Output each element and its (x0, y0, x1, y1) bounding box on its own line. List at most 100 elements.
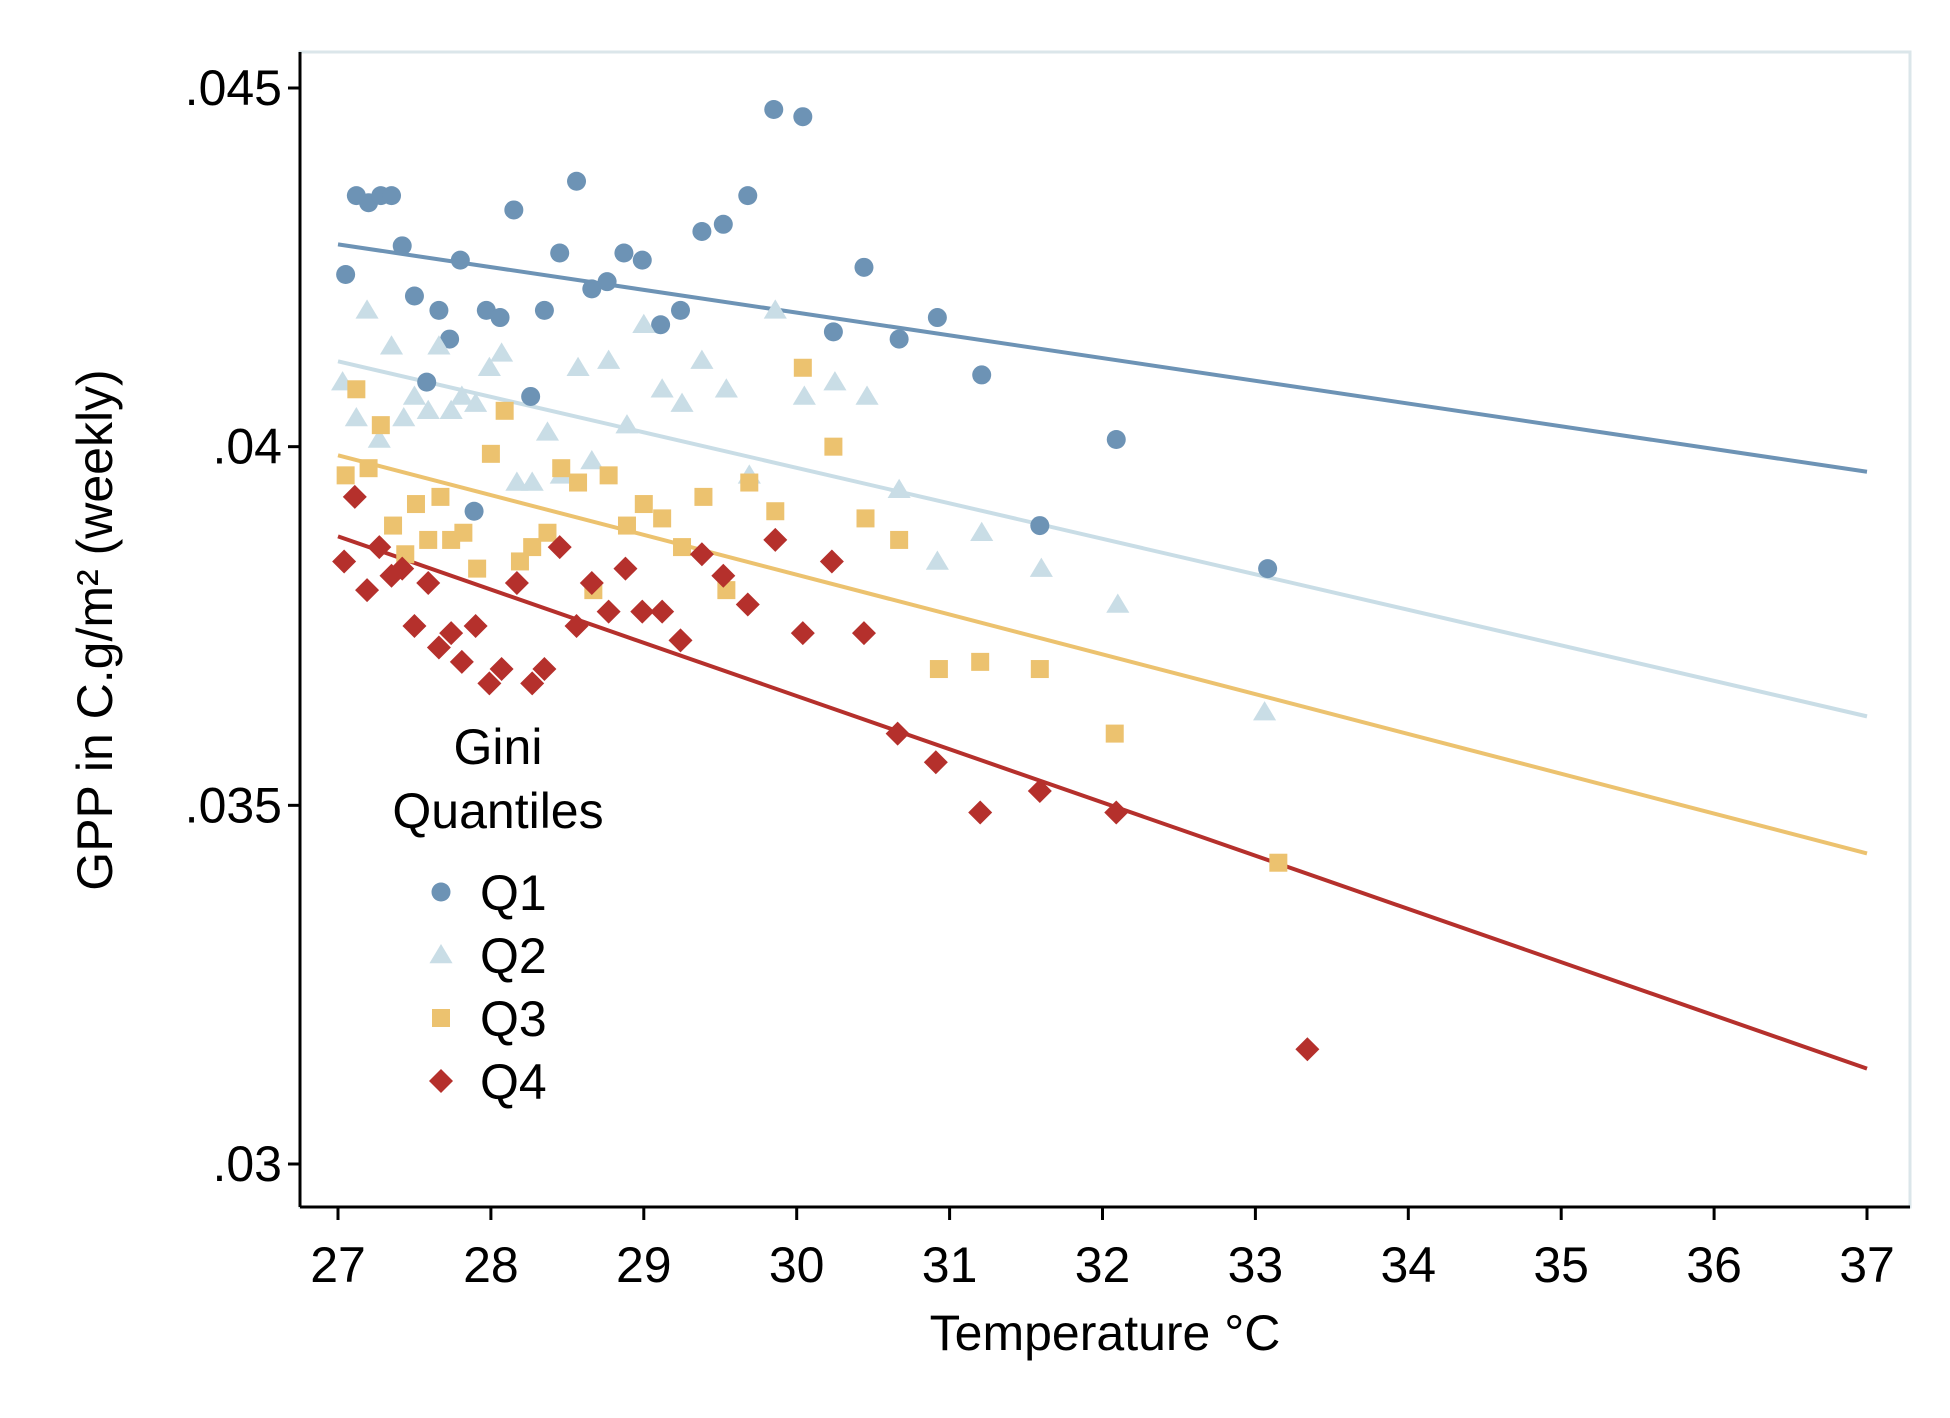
point-q2 (855, 385, 879, 405)
point-q1 (670, 300, 690, 320)
legend-label-q3: Q3 (480, 991, 547, 1047)
point-q2 (597, 349, 621, 369)
point-q1 (597, 272, 617, 292)
point-q4 (504, 570, 529, 595)
point-q3 (793, 358, 812, 377)
point-q4 (439, 621, 464, 646)
point-q4 (735, 592, 760, 617)
point-q2 (792, 385, 816, 405)
point-q3 (523, 538, 542, 557)
point-q2 (690, 349, 714, 369)
point-q2 (392, 406, 416, 427)
fit-line-q1 (337, 242, 1868, 474)
point-q1 (417, 372, 437, 392)
point-q1 (550, 243, 570, 263)
point-q4 (332, 549, 357, 574)
point-q2 (763, 299, 787, 319)
point-q4 (613, 556, 638, 581)
point-q2 (632, 313, 656, 333)
legend-marker-q3 (432, 1009, 450, 1027)
x-tick-label: 28 (463, 1237, 519, 1293)
point-q3 (653, 509, 672, 528)
point-q4 (1295, 1037, 1320, 1062)
x-tick-label: 29 (616, 1237, 672, 1293)
point-q3 (740, 473, 759, 492)
point-q2 (1106, 593, 1130, 613)
point-q4 (520, 671, 545, 696)
point-q4 (547, 535, 572, 560)
point-q2 (535, 421, 560, 441)
point-q2 (505, 471, 529, 491)
legend-entries: Q1 Q2 Q3 Q4 (429, 865, 547, 1110)
point-q2 (823, 371, 847, 391)
point-q3 (569, 473, 588, 492)
point-q3 (766, 502, 785, 521)
fit-line-q3 (337, 453, 1868, 856)
y-axis-ticks: .03 .035 .04 .045 (185, 60, 300, 1192)
point-q3 (384, 516, 403, 535)
point-q1 (614, 243, 634, 263)
point-q4 (851, 621, 876, 646)
point-q4 (1104, 800, 1129, 825)
point-q3 (1030, 660, 1049, 679)
point-q3 (1105, 724, 1124, 743)
x-tick-label: 34 (1380, 1237, 1436, 1293)
point-q4 (711, 563, 736, 588)
point-q4 (630, 599, 655, 624)
point-q2 (970, 521, 994, 541)
point-q2 (450, 385, 474, 405)
point-q1 (692, 221, 712, 241)
point-q2 (650, 378, 674, 398)
point-q1 (450, 250, 470, 270)
point-q4 (402, 614, 427, 638)
x-tick-label: 32 (1075, 1237, 1131, 1293)
point-q2 (520, 471, 544, 491)
point-q1 (1258, 559, 1278, 579)
point-q4 (355, 578, 380, 603)
point-q3 (481, 444, 500, 463)
point-q2 (355, 299, 379, 319)
point-q4 (596, 599, 621, 624)
point-q4 (416, 570, 441, 595)
point-q3 (634, 495, 653, 514)
point-q4 (689, 542, 714, 567)
point-q2 (670, 392, 694, 412)
point-q4 (819, 549, 844, 574)
point-q2 (464, 392, 488, 412)
point-q4 (650, 599, 675, 624)
x-tick-label: 31 (922, 1237, 978, 1293)
point-q1 (764, 100, 784, 120)
y-tick-label: .03 (212, 1136, 282, 1192)
point-q1 (382, 186, 402, 206)
point-q3 (431, 487, 450, 506)
point-q1 (823, 322, 843, 342)
point-q1 (927, 308, 947, 328)
data-points (331, 100, 1320, 1062)
x-tick-label: 33 (1228, 1237, 1284, 1293)
point-q2 (379, 335, 404, 355)
y-tick-label: .04 (212, 419, 282, 475)
point-q2 (344, 406, 368, 427)
point-q1 (521, 386, 541, 406)
point-q1 (713, 214, 733, 234)
point-q2 (580, 450, 604, 470)
x-tick-label: 27 (310, 1237, 366, 1293)
point-q1 (1030, 516, 1050, 536)
point-q1 (854, 257, 874, 277)
point-q3 (617, 516, 636, 535)
point-q3 (336, 466, 355, 485)
point-q2 (427, 335, 451, 355)
point-q2 (1029, 557, 1053, 577)
point-q4 (463, 614, 488, 638)
point-q3 (495, 401, 514, 420)
point-q2 (416, 399, 440, 420)
point-q2 (615, 414, 639, 434)
fit-lines (337, 242, 1868, 1071)
point-q4 (923, 750, 948, 775)
point-q4 (885, 721, 910, 746)
point-q4 (579, 570, 604, 595)
point-q1 (1106, 429, 1126, 449)
point-q1 (567, 171, 587, 191)
point-q1 (651, 315, 671, 335)
point-q3 (468, 559, 487, 578)
